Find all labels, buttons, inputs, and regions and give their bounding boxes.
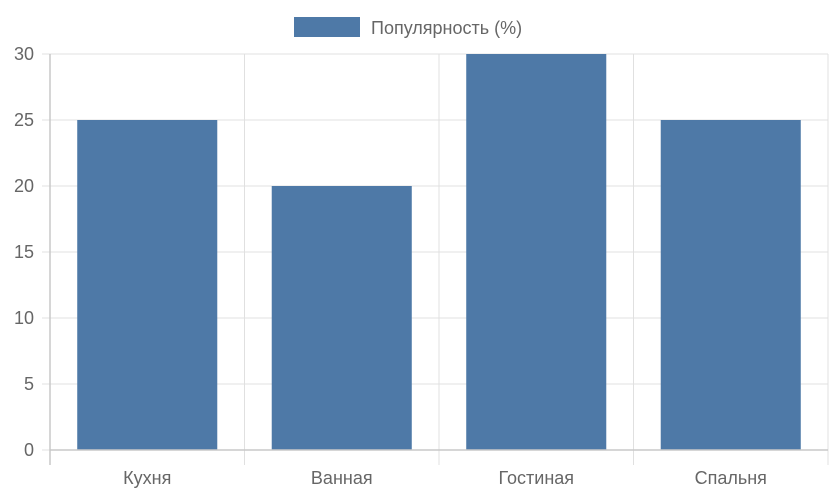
y-axis-tick-labels: 0 5 10 15 20 25 30 [14, 44, 34, 460]
legend: Популярность (%) [294, 17, 522, 38]
y-tick-label: 30 [14, 44, 34, 64]
y-tick-label: 0 [24, 440, 34, 460]
y-tick-label: 25 [14, 110, 34, 130]
y-tick-label: 5 [24, 374, 34, 394]
axes [49, 54, 828, 465]
bar-2 [271, 186, 412, 450]
y-tick-label: 15 [14, 242, 34, 262]
x-tick-label: Спальня [695, 468, 767, 488]
legend-label: Популярность (%) [371, 18, 522, 38]
legend-swatch [294, 17, 360, 37]
x-tick-label: Ванная [311, 468, 373, 488]
x-axis-tick-labels: Кухня Ванная Гостиная Спальня [123, 468, 767, 488]
bar-4 [660, 120, 801, 450]
bar-3 [466, 54, 607, 450]
x-tick-label: Кухня [123, 468, 171, 488]
x-tick-label: Гостиная [498, 468, 574, 488]
bar-1 [77, 120, 218, 450]
y-tick-label: 10 [14, 308, 34, 328]
bars [77, 54, 801, 450]
y-tick-label: 20 [14, 176, 34, 196]
